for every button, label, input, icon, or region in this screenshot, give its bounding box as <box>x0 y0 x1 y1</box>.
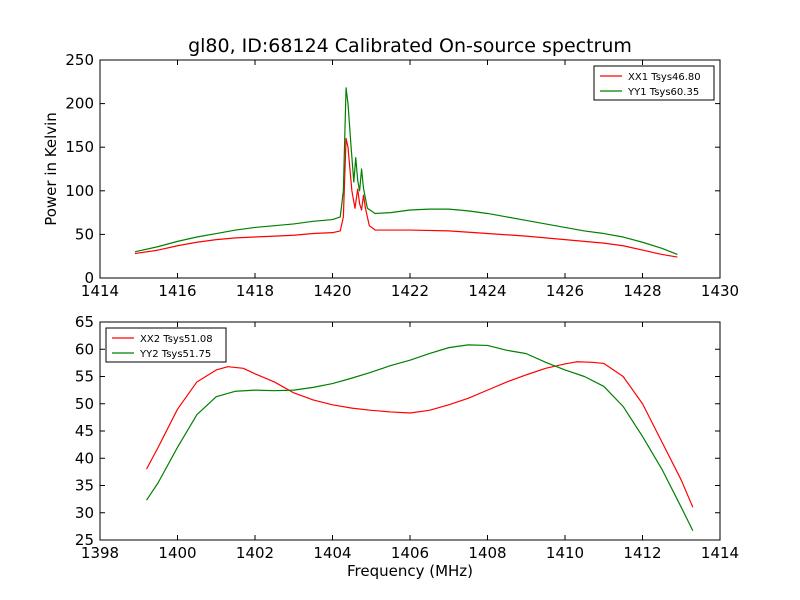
y-tick-label: 25 <box>75 531 94 549</box>
x-tick-label: 1412 <box>623 544 661 562</box>
top-plot: 1414 1416 1418 1420 1422 1424 1426 1428 1430 0 50 1… <box>42 51 739 300</box>
y-tick-label: 200 <box>65 95 94 113</box>
legend-box <box>105 327 227 363</box>
series-line-1 <box>134 137 678 258</box>
x-tick-label: 1398 <box>81 544 119 562</box>
legend-label: XX1 Tsys46.80 <box>628 72 701 83</box>
y-tick-label: 65 <box>75 313 94 331</box>
y-tick-label: 60 <box>75 340 94 358</box>
x-tick-label: 1416 <box>158 282 196 300</box>
legend-box <box>593 65 715 101</box>
y-tick-label: 0 <box>84 269 94 287</box>
x-tick-label: 1410 <box>546 544 584 562</box>
y-tick-label: 150 <box>65 138 94 156</box>
x-tick-label: 1414 <box>81 282 119 300</box>
y-tick-label: 50 <box>75 395 94 413</box>
bottom-plot: 1398 1400 1402 1404 1406 1408 1410 1412 1414 25 30… <box>75 313 739 580</box>
x-tick-label: 1422 <box>391 282 429 300</box>
series-line-2 <box>134 87 678 256</box>
series-line-2 <box>146 344 694 532</box>
x-axis-label: Frequency (MHz) <box>347 562 473 580</box>
x-tick-label: 1424 <box>468 282 506 300</box>
legend: XX1 Tsys46.80 YY1 Tsys60.35 <box>593 65 715 101</box>
legend-label: YY1 Tsys60.35 <box>627 87 699 98</box>
y-tick-label: 55 <box>75 368 94 386</box>
y-tick-label: 45 <box>75 422 94 440</box>
legend-label: YY2 Tsys51.75 <box>139 349 211 360</box>
x-tick-label: 1406 <box>391 544 429 562</box>
x-tick-label: 1408 <box>468 544 506 562</box>
y-tick-label: 250 <box>65 51 94 69</box>
x-tick-label: 1420 <box>313 282 351 300</box>
y-tick-label: 30 <box>75 504 94 522</box>
x-tick-label: 1430 <box>701 282 739 300</box>
x-tick-label: 1404 <box>313 544 351 562</box>
y-tick-label: 35 <box>75 477 94 495</box>
y-tick-label: 50 <box>75 225 94 243</box>
x-tick-label: 1402 <box>236 544 274 562</box>
y-tick-label: 40 <box>75 449 94 467</box>
figure-title: gl80, ID:68124 Calibrated On-source spec… <box>188 35 632 57</box>
x-tick-label: 1418 <box>236 282 274 300</box>
x-tick-label: 1428 <box>623 282 661 300</box>
series-line-1 <box>145 361 694 508</box>
y-tick-label: 100 <box>65 182 94 200</box>
x-tick-label: 1400 <box>158 544 196 562</box>
y-axis-label: Power in Kelvin <box>42 112 60 226</box>
legend: XX2 Tsys51.08 YY2 Tsys51.75 <box>105 327 227 363</box>
x-tick-label: 1426 <box>546 282 584 300</box>
legend-label: XX2 Tsys51.08 <box>140 334 213 345</box>
x-tick-label: 1414 <box>701 544 739 562</box>
